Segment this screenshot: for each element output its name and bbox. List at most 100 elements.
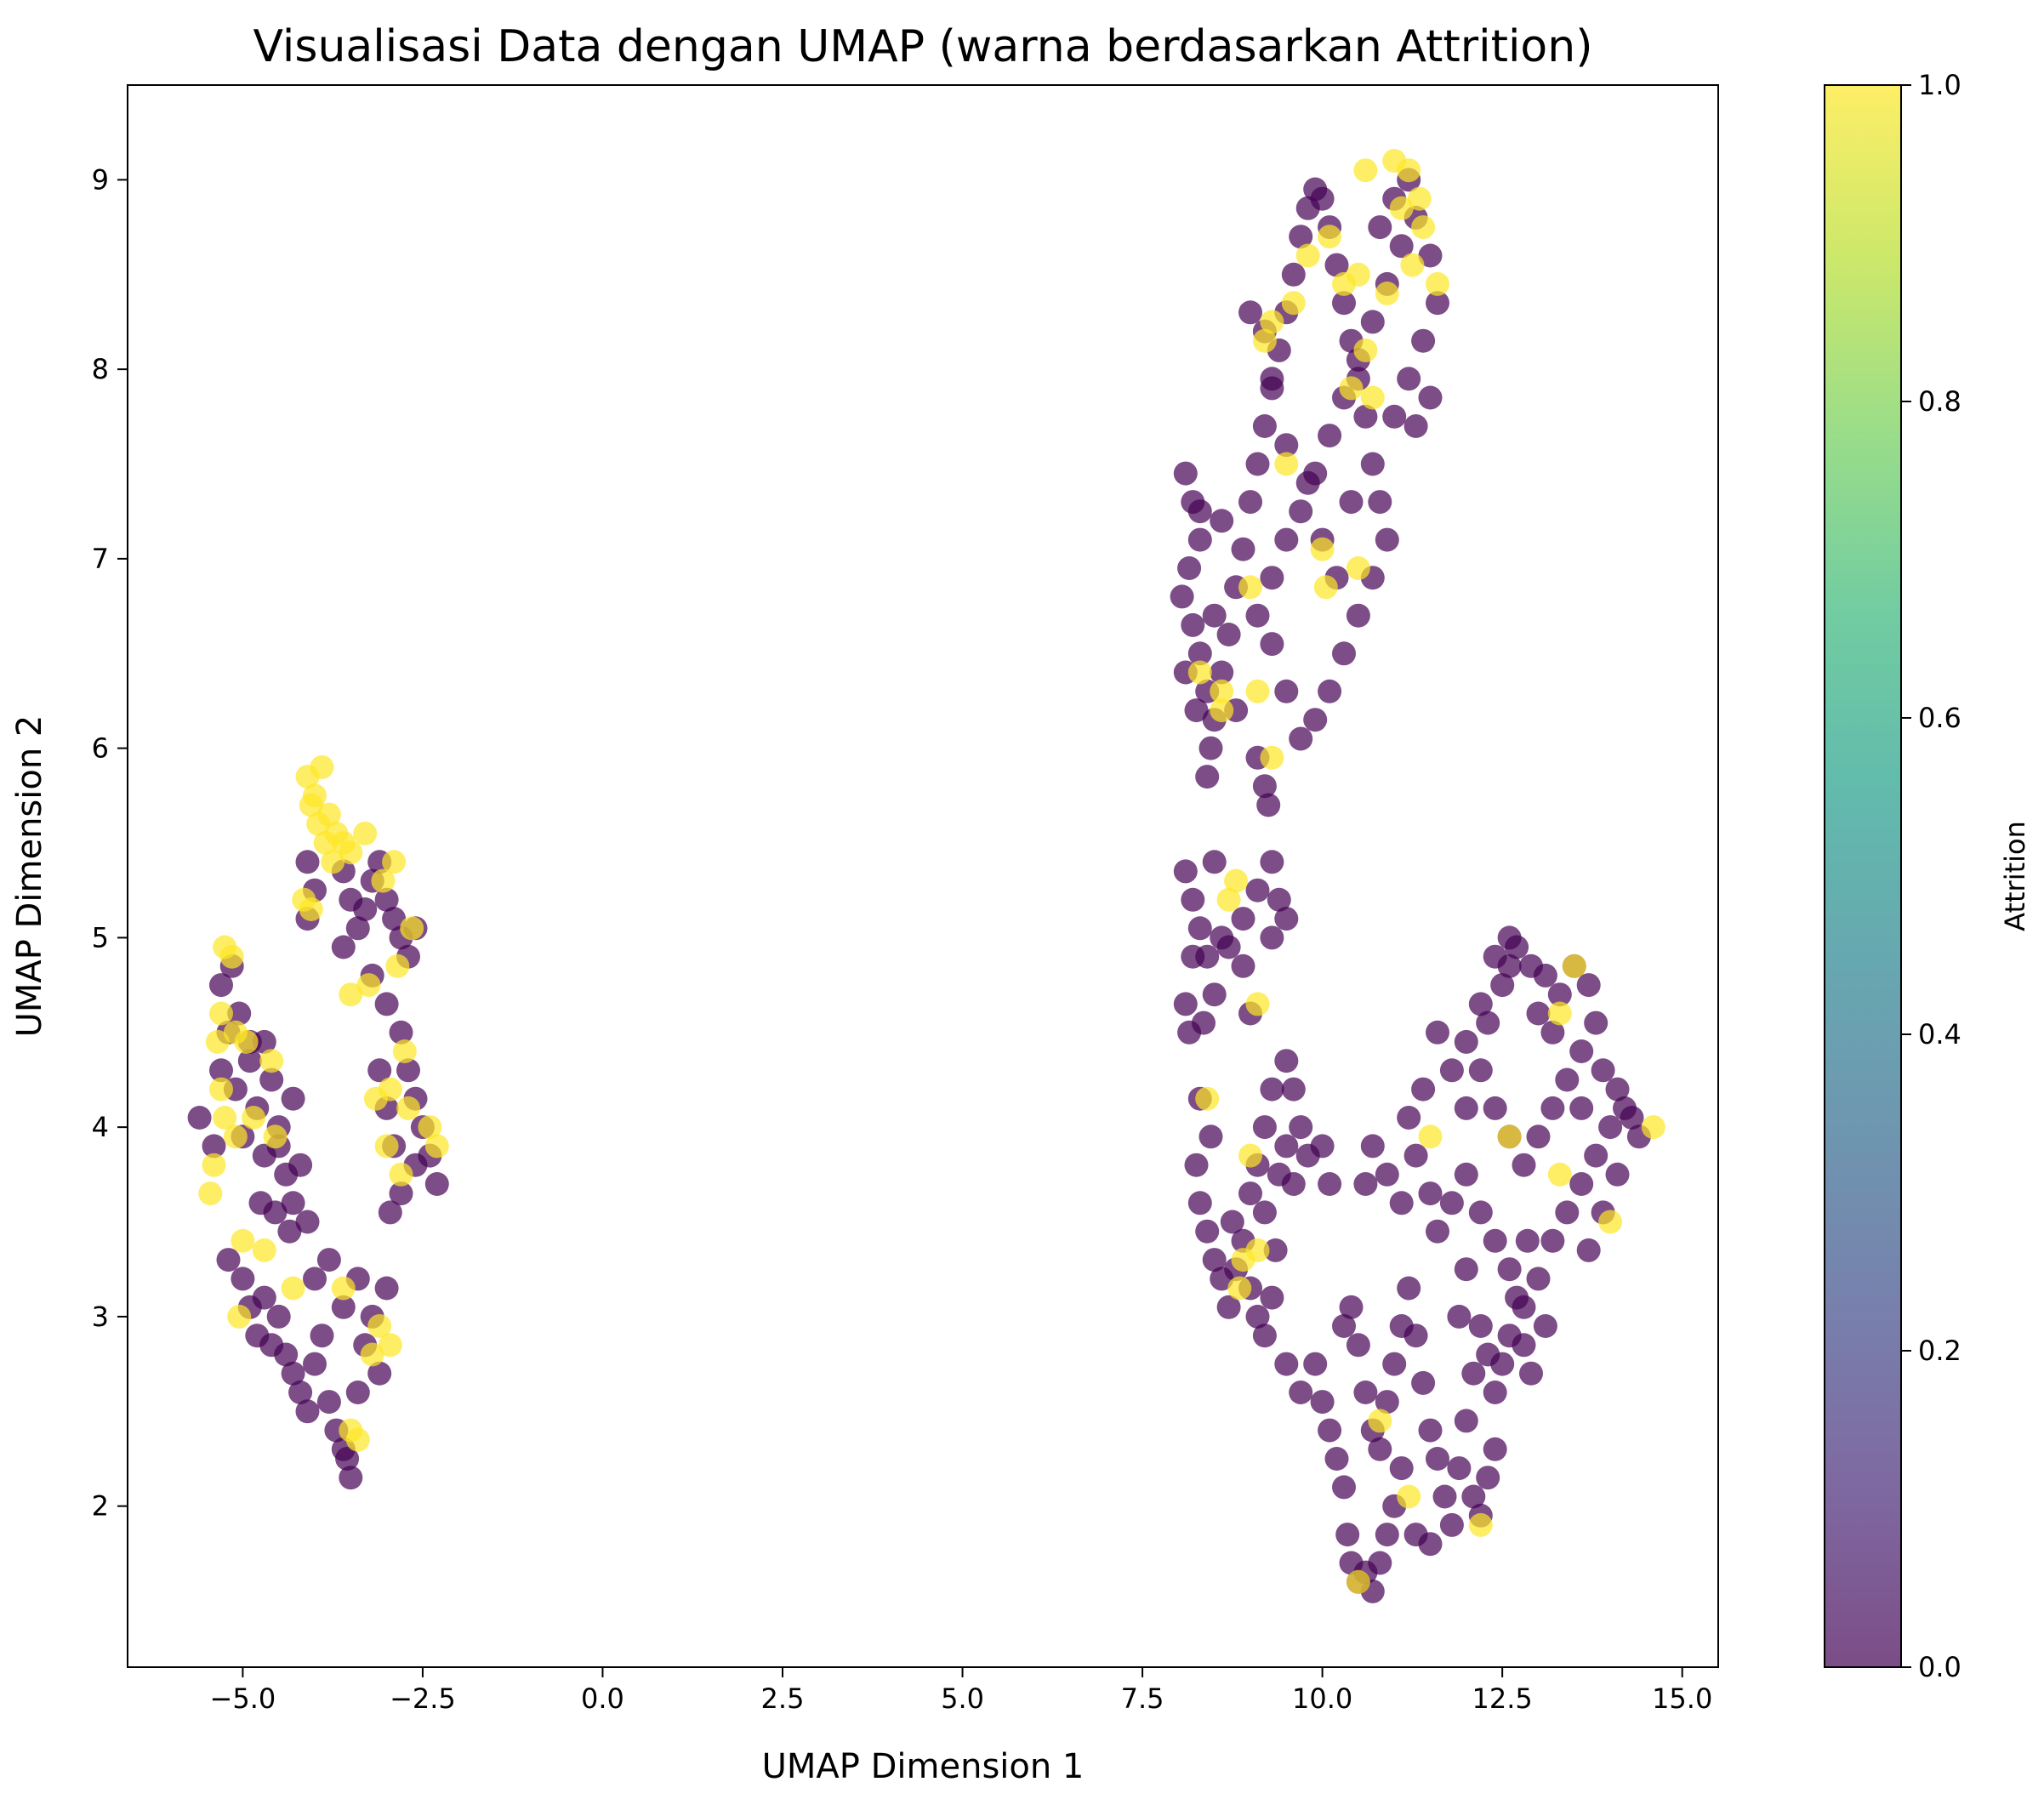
scatter-point: [231, 1267, 255, 1291]
scatter-point: [1170, 584, 1194, 609]
scatter-point: [374, 1276, 399, 1301]
scatter-point: [1310, 1134, 1335, 1159]
scatter-point: [1274, 1049, 1299, 1073]
scatter-point: [1468, 992, 1493, 1016]
scatter-point: [1368, 490, 1392, 515]
scatter-point: [1195, 1086, 1220, 1111]
scatter-point: [1407, 186, 1432, 211]
scatter-point: [1335, 1523, 1360, 1547]
scatter-point: [288, 1381, 313, 1404]
scatter-point: [1245, 452, 1270, 476]
scatter-point: [321, 850, 345, 874]
scatter-point: [1353, 404, 1378, 429]
scatter-point: [310, 1324, 334, 1348]
scatter-point: [1274, 527, 1299, 552]
scatter-point: [1173, 859, 1198, 884]
scatter-point: [263, 1200, 288, 1225]
scatter-point: [1216, 623, 1241, 646]
scatter-point: [353, 897, 378, 921]
scatter-point: [1313, 575, 1338, 600]
scatter-point: [299, 793, 323, 817]
scatter-point: [1454, 1257, 1478, 1282]
scatter-point: [1547, 1162, 1572, 1187]
scatter-point: [1375, 1523, 1399, 1547]
scatter-point: [1310, 186, 1335, 211]
scatter-point: [1210, 509, 1234, 533]
scatter-point: [1260, 566, 1284, 590]
scatter-point: [1339, 490, 1364, 515]
scatter-point: [1584, 1011, 1608, 1035]
scatter-point: [1263, 1238, 1288, 1262]
y-tick-label: 9: [92, 163, 109, 196]
scatter-point: [1187, 1191, 1212, 1215]
x-tick-label: 0.0: [581, 1682, 624, 1715]
scatter-point: [1397, 1276, 1421, 1301]
scatter-point: [1490, 1352, 1515, 1376]
scatter-point: [1216, 1295, 1241, 1319]
scatter-point: [1411, 328, 1436, 353]
scatter-point: [331, 1295, 356, 1319]
scatter-point: [295, 1399, 320, 1424]
scatter-point: [1332, 1475, 1356, 1500]
scatter-point: [1256, 793, 1281, 817]
scatter-point: [1397, 1106, 1421, 1130]
scatter-point: [1426, 291, 1449, 316]
scatter-point: [1468, 1200, 1493, 1225]
scatter-point: [1210, 679, 1234, 703]
scatter-point: [1512, 1295, 1536, 1319]
scatter-point: [288, 1153, 313, 1177]
scatter-point: [1245, 1238, 1270, 1262]
scatter-point: [1195, 1219, 1220, 1244]
scatter-point: [259, 1049, 284, 1073]
scatter-point: [1260, 367, 1284, 391]
scatter-point: [1526, 1267, 1551, 1291]
scatter-point: [345, 1381, 370, 1404]
x-tick-label: 7.5: [1121, 1682, 1164, 1715]
scatter-point: [1245, 603, 1270, 628]
scatter-point: [1281, 291, 1306, 316]
scatter-point: [1199, 736, 1223, 760]
colorbar-tick-label: 0.2: [1918, 1335, 1961, 1367]
scatter-point: [1400, 253, 1425, 277]
scatter-point: [227, 1001, 252, 1026]
scatter-point: [356, 973, 381, 998]
scatter-point: [281, 1086, 305, 1111]
scatter-point: [1397, 1484, 1421, 1509]
colorbar-frame: [1824, 84, 1902, 1668]
scatter-point: [1540, 1096, 1565, 1120]
scatter-point: [353, 821, 378, 845]
scatter-point: [1497, 925, 1522, 950]
scatter-point: [339, 982, 363, 1007]
scatter-point: [1227, 1276, 1252, 1301]
scatter-point: [1289, 225, 1313, 249]
scatter-point: [382, 850, 407, 874]
scatter-point: [1184, 1153, 1209, 1177]
scatter-point: [374, 992, 399, 1016]
scatter-point: [1238, 300, 1262, 325]
scatter-point: [1192, 1011, 1216, 1035]
scatter-point: [1454, 1096, 1478, 1120]
x-tick-label: 5.0: [941, 1682, 984, 1715]
x-tick-label: 12.5: [1472, 1682, 1533, 1715]
scatter-points: [187, 149, 1665, 1603]
scatter-point: [1620, 1106, 1644, 1130]
scatter-point: [1432, 1484, 1457, 1509]
scatter-point: [424, 1172, 449, 1196]
scatter-point: [1310, 537, 1335, 561]
scatter-point: [378, 1333, 402, 1358]
scatter-point: [1389, 1456, 1414, 1481]
scatter-point: [1177, 556, 1202, 580]
scatter-point: [1216, 887, 1241, 912]
scatter-point: [1483, 1437, 1507, 1461]
scatter-point: [1368, 1551, 1392, 1575]
scatter-point: [1418, 1532, 1443, 1557]
scatter-point: [1439, 1058, 1464, 1083]
scatter-point: [367, 1361, 392, 1386]
y-tick-label: 6: [92, 732, 109, 765]
scatter-point: [1310, 1390, 1335, 1415]
scatter-point: [1202, 1248, 1227, 1272]
x-axis-title: UMAP Dimension 1: [762, 1747, 1085, 1786]
scatter-point: [1426, 1219, 1449, 1244]
scatter-point: [1454, 1409, 1478, 1433]
scatter-point: [1267, 887, 1291, 912]
